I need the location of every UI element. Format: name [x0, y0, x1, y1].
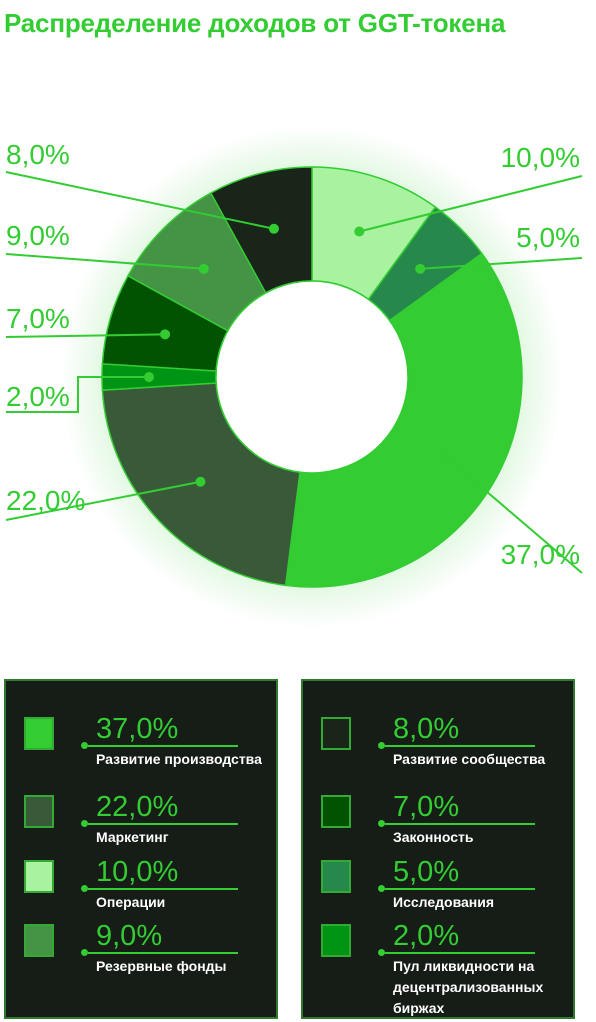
slice-value-label: 2,0%	[6, 381, 70, 412]
slice-value-label: 10,0%	[501, 142, 580, 173]
leader-lines	[5, 171, 583, 574]
legend-dot	[378, 820, 385, 827]
leader-line	[420, 257, 583, 270]
slice-value-label: 37,0%	[501, 539, 580, 570]
legend-dot	[81, 820, 88, 827]
slice-value-label: 5,0%	[516, 222, 580, 253]
legend-swatch	[321, 860, 351, 893]
legend-value: 8,0%	[393, 713, 460, 745]
legend-left-panel: 37,0% Развитие производства 22,0% Маркетинг…	[4, 679, 278, 1019]
legend-label: Пул ликвидности на децентрализованных би…	[393, 958, 544, 1016]
legend-dot	[81, 742, 88, 749]
leader-line	[5, 253, 204, 270]
legend-value: 7,0%	[393, 791, 460, 823]
leader-line	[5, 171, 275, 230]
legend-value: 10,0%	[96, 856, 179, 888]
legend-underline	[88, 952, 238, 954]
legend-label: Операции	[96, 894, 166, 910]
legend-swatch	[24, 795, 54, 828]
legend-underline	[385, 823, 535, 825]
slice-value-label: 7,0%	[6, 303, 70, 334]
legend-underline	[385, 952, 535, 954]
leader-line	[5, 480, 201, 521]
legend-right-panel: 8,0% Развитие сообщества 7,0% Законность 5,0…	[301, 679, 575, 1019]
legend-swatch	[24, 924, 54, 957]
legend-label: Законность	[393, 829, 474, 845]
legend-value: 37,0%	[96, 713, 179, 745]
legend-underline	[88, 745, 238, 747]
legend-label: Исследования	[393, 894, 495, 910]
legend-underline	[88, 823, 238, 825]
chart-title: Распределение доходов от GGT-токена	[4, 8, 506, 38]
leader-line	[443, 454, 583, 574]
legend-dot	[378, 885, 385, 892]
legend-swatch	[321, 717, 351, 750]
leader-line	[359, 175, 583, 233]
legend-underline	[385, 745, 535, 747]
legend-swatch	[24, 717, 54, 750]
legend-label: Маркетинг	[96, 829, 169, 845]
slice-labels: 10,0% 5,0% 37,0% 22,0% 2,0% 7,0% 9,0% 8,0%	[6, 139, 580, 570]
slice-value-label: 9,0%	[6, 220, 70, 251]
legend-value: 9,0%	[96, 920, 163, 952]
legend-dot	[81, 949, 88, 956]
legend-value: 22,0%	[96, 791, 179, 823]
legend-dot	[81, 885, 88, 892]
legend-label: Развитие производства	[96, 751, 262, 767]
legend-swatch	[321, 795, 351, 828]
legend-label: Резервные фонды	[96, 958, 227, 974]
leader-line	[6, 376, 149, 413]
leader-line	[5, 333, 166, 338]
legend-value: 2,0%	[393, 920, 460, 952]
slice-value-label: 8,0%	[6, 139, 70, 170]
legend-label: Развитие сообщества	[393, 751, 546, 767]
legend-underline	[385, 888, 535, 890]
slice-value-label: 22,0%	[6, 485, 85, 516]
legend-underline	[88, 888, 238, 890]
legend-value: 5,0%	[393, 856, 460, 888]
legend-dot	[378, 949, 385, 956]
donut-chart: 10,0% 5,0% 37,0% 22,0% 2,0% 7,0% 9,0% 8,0%	[5, 125, 583, 629]
legend-swatch	[24, 860, 54, 893]
legend-swatch	[321, 924, 351, 957]
donut-hole	[215, 280, 409, 474]
legend-dot	[378, 742, 385, 749]
